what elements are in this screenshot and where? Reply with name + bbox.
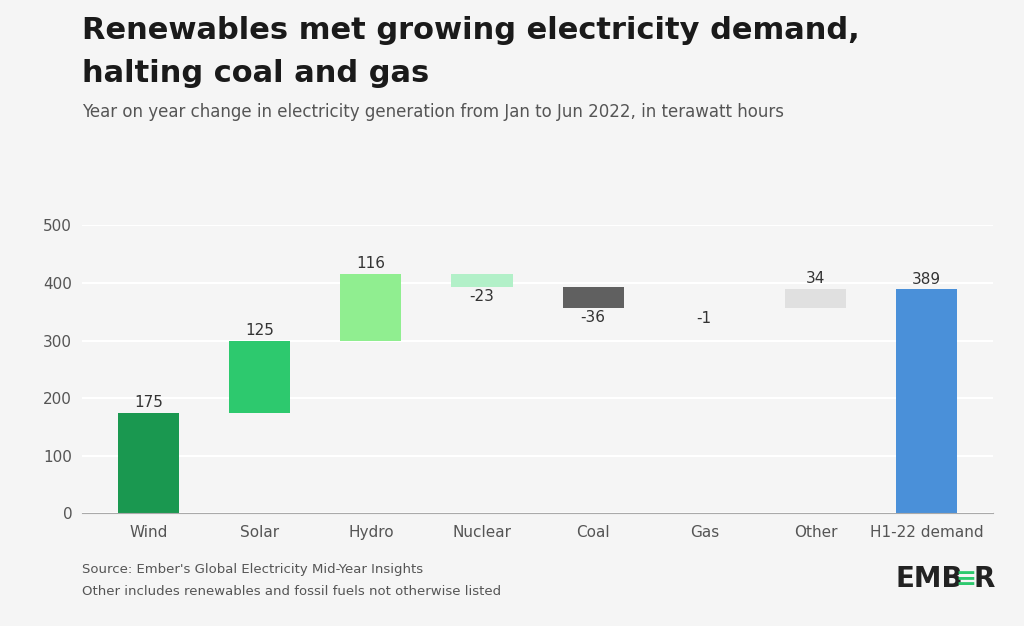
- Bar: [896, 289, 957, 513]
- Bar: [229, 341, 291, 413]
- Bar: [784, 289, 846, 308]
- Text: 389: 389: [912, 272, 941, 287]
- Bar: [562, 287, 624, 308]
- Text: EMB: EMB: [896, 565, 964, 593]
- Text: halting coal and gas: halting coal and gas: [82, 59, 429, 88]
- Text: Source: Ember's Global Electricity Mid-Year Insights: Source: Ember's Global Electricity Mid-Y…: [82, 563, 423, 577]
- Text: -1: -1: [696, 310, 712, 326]
- Text: Renewables met growing electricity demand,: Renewables met growing electricity deman…: [82, 16, 860, 44]
- Text: ≡: ≡: [955, 567, 977, 591]
- Bar: [340, 274, 401, 341]
- Text: R: R: [974, 565, 995, 593]
- Text: 125: 125: [246, 323, 274, 338]
- Text: -23: -23: [470, 289, 495, 304]
- Text: 34: 34: [806, 272, 825, 287]
- Text: Other includes renewables and fossil fuels not otherwise listed: Other includes renewables and fossil fue…: [82, 585, 501, 598]
- Bar: [452, 274, 513, 287]
- Bar: [118, 413, 179, 513]
- Text: 116: 116: [356, 257, 385, 272]
- Text: 175: 175: [134, 395, 163, 410]
- Text: Year on year change in electricity generation from Jan to Jun 2022, in terawatt : Year on year change in electricity gener…: [82, 103, 784, 121]
- Text: -36: -36: [581, 310, 605, 325]
